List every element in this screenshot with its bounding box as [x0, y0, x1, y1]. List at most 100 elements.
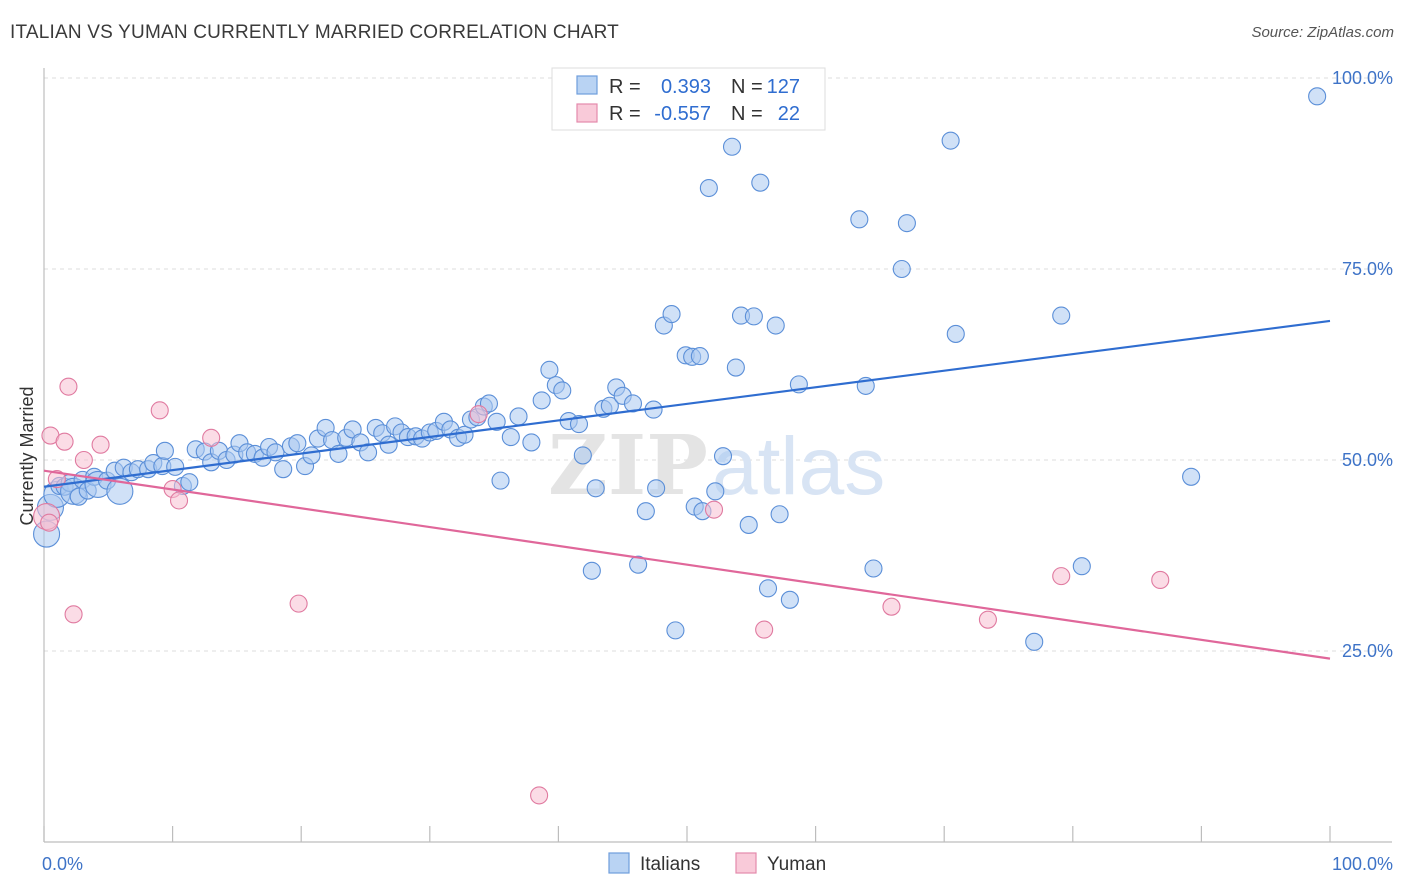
yuman-point — [1151, 570, 1170, 589]
italians-point — [540, 360, 559, 379]
italians-trend-line — [43, 319, 1331, 488]
yuman-point — [755, 620, 774, 639]
italians-point — [770, 505, 789, 524]
stats-r-value-yuman: -0.557 — [654, 103, 711, 125]
italians-point — [379, 435, 398, 454]
italians-point — [1052, 306, 1071, 325]
italians-point — [302, 446, 321, 465]
italians-point — [1072, 557, 1091, 576]
x-tick-label-max: 100.0% — [1332, 854, 1393, 874]
stats-r-label-italians: R = — [609, 76, 641, 98]
legend-swatch-yuman — [735, 852, 757, 874]
italians-point — [941, 131, 960, 150]
yuman-point — [169, 491, 189, 510]
italians-point — [636, 502, 655, 521]
yuman-point — [150, 401, 169, 420]
yuman-point — [704, 500, 724, 519]
chart-title: ITALIAN VS YUMAN CURRENTLY MARRIED CORRE… — [10, 22, 619, 43]
italians-point — [1025, 632, 1044, 651]
stats-r-label-yuman: R = — [609, 103, 641, 125]
yuman-point — [469, 405, 488, 424]
italians-point — [623, 394, 643, 413]
stats-n-label-yuman: N = — [731, 103, 763, 125]
source-credit: Source: ZipAtlas.com — [1251, 24, 1394, 41]
legend-label-yuman: Yuman — [767, 854, 826, 875]
italians-point — [751, 173, 770, 192]
stats-n-value-italians: 127 — [767, 76, 800, 98]
italians-point — [690, 347, 709, 366]
yuman-trend-line — [43, 469, 1331, 660]
italians-point — [722, 137, 742, 156]
italians-point — [713, 447, 733, 466]
y-tick-label-3: 100.0% — [1332, 68, 1393, 88]
italians-point — [288, 434, 307, 453]
italians-point — [569, 415, 589, 434]
yuman-point — [47, 470, 66, 489]
yuman-point — [882, 597, 901, 616]
stats-swatch-yuman — [576, 103, 598, 123]
italians-point — [455, 425, 474, 444]
italians-point — [766, 316, 785, 335]
italians-point — [699, 178, 718, 198]
italians-point — [582, 561, 601, 580]
yuman-point — [530, 786, 549, 805]
italians-point — [726, 358, 745, 377]
stats-n-value-yuman: 22 — [778, 103, 800, 125]
italians-point — [1182, 467, 1201, 486]
italians-point — [274, 460, 293, 479]
yuman-points — [33, 377, 1170, 805]
italians-point — [706, 482, 725, 501]
italians-point — [629, 555, 648, 574]
stats-swatch-italians — [576, 75, 598, 95]
italians-point — [586, 479, 605, 498]
italians-points — [33, 87, 1327, 651]
italians-point — [946, 324, 965, 343]
italians-point — [522, 433, 541, 452]
italians-point — [897, 214, 916, 233]
stats-n-label-italians: N = — [731, 76, 763, 98]
y-axis-title: Currently Married — [17, 386, 37, 525]
watermark: ZIP atlas — [548, 418, 885, 514]
italians-point — [864, 559, 883, 578]
yuman-point — [64, 605, 83, 624]
italians-point — [744, 307, 763, 326]
yuman-point — [91, 435, 110, 454]
italians-point — [1308, 87, 1327, 106]
y-tick-label-2: 75.0% — [1342, 259, 1393, 279]
italians-point — [501, 428, 520, 447]
yuman-point — [978, 610, 997, 629]
yuman-point — [59, 377, 78, 396]
yuman-point — [74, 450, 93, 470]
axes — [43, 68, 1392, 843]
watermark-atlas: atlas — [712, 421, 885, 512]
italians-point — [491, 471, 510, 490]
italians-point — [487, 412, 506, 431]
italians-point — [166, 457, 185, 476]
stats-r-value-italians: 0.393 — [661, 76, 711, 98]
legend-swatch-italians — [608, 852, 630, 874]
italians-point — [106, 477, 134, 505]
stats-legend: R = 0.393 N = 127 R = -0.557 N = 22 — [551, 67, 826, 131]
yuman-point — [289, 594, 308, 613]
italians-point — [850, 210, 869, 229]
italians-point — [647, 479, 666, 498]
y-tick-labels: 25.0% 50.0% 75.0% 100.0% — [1332, 68, 1393, 661]
x-tick-label-min: 0.0% — [42, 854, 83, 874]
italians-point — [532, 391, 551, 410]
italians-point — [739, 515, 758, 534]
italians-point — [180, 473, 199, 492]
italians-point — [509, 407, 528, 426]
italians-point — [553, 381, 572, 400]
y-tick-label-0: 25.0% — [1342, 641, 1393, 661]
yuman-point — [202, 428, 221, 447]
yuman-point — [1052, 567, 1071, 586]
trend-lines — [43, 319, 1331, 660]
yuman-point — [40, 513, 59, 532]
italians-point — [758, 579, 778, 598]
gridlines — [44, 77, 1392, 652]
watermark-zip: ZIP — [548, 418, 708, 514]
series-legend: Italians Yuman — [608, 852, 826, 875]
italians-point — [662, 305, 681, 324]
italians-point — [892, 259, 911, 279]
